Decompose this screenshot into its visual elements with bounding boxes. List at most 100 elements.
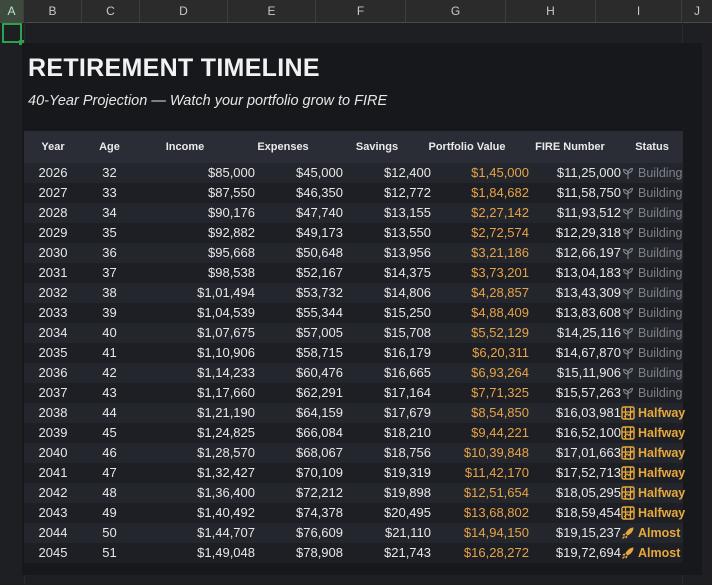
portfolio-value-cell[interactable]: $9,44,221 xyxy=(471,425,529,440)
age-cell[interactable]: 51 xyxy=(102,545,117,560)
age-cell[interactable]: 46 xyxy=(102,445,117,460)
year-cell[interactable]: 2028 xyxy=(38,205,68,220)
year-cell[interactable]: 2035 xyxy=(38,345,68,360)
portfolio-value-cell[interactable]: $7,71,325 xyxy=(471,385,529,400)
fire-number-cell[interactable]: $19,15,237 xyxy=(555,525,621,540)
expenses-cell[interactable]: $58,715 xyxy=(296,345,343,360)
fire-number-cell[interactable]: $11,93,512 xyxy=(556,205,621,220)
expenses-cell[interactable]: $52,167 xyxy=(296,265,343,280)
header-year[interactable]: Year xyxy=(41,141,65,153)
column-header-f[interactable]: F xyxy=(316,0,406,22)
age-cell[interactable]: 45 xyxy=(102,425,117,440)
fire-number-cell[interactable]: $14,67,870 xyxy=(555,345,621,360)
year-cell[interactable]: 2044 xyxy=(38,525,68,540)
column-header-a[interactable]: A xyxy=(0,0,24,22)
table-row[interactable]: 2028 34 $90,176 $47,740 $13,155 $2,27,142 $11,… xyxy=(24,203,683,223)
fire-number-cell[interactable]: $18,59,454 xyxy=(555,505,621,520)
expenses-cell[interactable]: $76,609 xyxy=(296,525,343,540)
age-cell[interactable]: 48 xyxy=(102,485,117,500)
portfolio-value-cell[interactable]: $5,52,129 xyxy=(471,325,529,340)
year-cell[interactable]: 2031 xyxy=(38,265,68,280)
portfolio-value-cell[interactable]: $4,28,857 xyxy=(471,285,529,300)
fire-number-cell[interactable]: $13,43,309 xyxy=(555,285,621,300)
year-cell[interactable]: 2027 xyxy=(38,185,68,200)
portfolio-value-cell[interactable]: $13,68,802 xyxy=(463,505,529,520)
savings-cell[interactable]: $15,250 xyxy=(384,305,431,320)
status-cell[interactable]: Building xyxy=(621,223,683,243)
portfolio-value-cell[interactable]: $6,20,311 xyxy=(472,345,529,360)
expenses-cell[interactable]: $57,005 xyxy=(296,325,343,340)
age-cell[interactable]: 47 xyxy=(102,465,117,480)
status-cell[interactable]: Building xyxy=(621,343,683,363)
portfolio-value-cell[interactable]: $10,39,848 xyxy=(463,445,529,460)
table-row[interactable]: 2038 44 $1,21,190 $64,159 $17,679 $8,54,850 $1… xyxy=(24,403,685,423)
year-cell[interactable]: 2043 xyxy=(38,505,68,520)
portfolio-value-cell[interactable]: $12,51,654 xyxy=(463,485,529,500)
savings-cell[interactable]: $14,375 xyxy=(384,265,431,280)
fire-number-cell[interactable]: $12,66,197 xyxy=(555,245,621,260)
portfolio-value-cell[interactable]: $3,73,201 xyxy=(471,265,529,280)
status-cell[interactable]: Building xyxy=(621,243,683,263)
portfolio-value-cell[interactable]: $14,94,150 xyxy=(463,525,529,540)
income-cell[interactable]: $1,10,906 xyxy=(197,345,255,360)
savings-cell[interactable]: $16,665 xyxy=(384,365,431,380)
income-cell[interactable]: $85,000 xyxy=(208,165,255,180)
year-cell[interactable]: 2038 xyxy=(38,405,68,420)
age-cell[interactable]: 32 xyxy=(102,165,117,180)
age-cell[interactable]: 37 xyxy=(102,265,117,280)
table-row[interactable]: 2039 45 $1,24,825 $66,084 $18,210 $9,44,221 $1… xyxy=(24,423,685,443)
header-portfolio-value[interactable]: Portfolio Value xyxy=(428,141,506,153)
year-cell[interactable]: 2042 xyxy=(38,485,68,500)
income-cell[interactable]: $1,14,233 xyxy=(197,365,255,380)
portfolio-value-cell[interactable]: $1,45,000 xyxy=(471,165,529,180)
status-cell[interactable]: Halfway xyxy=(621,503,685,523)
income-cell[interactable]: $95,668 xyxy=(208,245,255,260)
fire-number-cell[interactable]: $17,52,713 xyxy=(555,465,621,480)
income-cell[interactable]: $92,882 xyxy=(208,225,255,240)
portfolio-value-cell[interactable]: $8,54,850 xyxy=(471,405,529,420)
status-cell[interactable]: Building xyxy=(621,163,683,183)
age-cell[interactable]: 40 xyxy=(102,325,117,340)
status-cell[interactable]: Building xyxy=(621,263,683,283)
fire-number-cell[interactable]: $15,57,263 xyxy=(555,385,621,400)
income-cell[interactable]: $1,17,660 xyxy=(197,385,255,400)
age-cell[interactable]: 43 xyxy=(102,385,117,400)
fire-number-cell[interactable]: $16,52,100 xyxy=(555,425,621,440)
income-cell[interactable]: $1,32,427 xyxy=(197,465,255,480)
savings-cell[interactable]: $18,210 xyxy=(384,425,431,440)
portfolio-value-cell[interactable]: $16,28,272 xyxy=(463,545,529,560)
portfolio-value-cell[interactable]: $3,21,186 xyxy=(471,245,529,260)
column-header-j[interactable]: J xyxy=(694,4,700,18)
income-cell[interactable]: $1,44,707 xyxy=(197,525,255,540)
status-cell[interactable]: Halfway xyxy=(621,483,685,503)
status-cell[interactable]: Halfway xyxy=(621,463,685,483)
table-row[interactable]: 2044 50 $1,44,707 $76,609 $21,110 $14,94,150 $… xyxy=(24,523,683,543)
year-cell[interactable]: 2026 xyxy=(38,165,68,180)
fire-number-cell[interactable]: $13,83,608 xyxy=(555,305,621,320)
year-cell[interactable]: 2029 xyxy=(38,225,68,240)
table-row[interactable]: 2031 37 $98,538 $52,167 $14,375 $3,73,201 $13,… xyxy=(24,263,683,283)
age-cell[interactable]: 38 xyxy=(102,285,117,300)
savings-cell[interactable]: $15,708 xyxy=(384,325,431,340)
column-header-h[interactable]: H xyxy=(506,0,596,22)
savings-cell[interactable]: $19,319 xyxy=(384,465,431,480)
fire-number-cell[interactable]: $12,29,318 xyxy=(555,225,621,240)
expenses-cell[interactable]: $70,109 xyxy=(296,465,343,480)
header-age[interactable]: Age xyxy=(99,141,120,153)
year-cell[interactable]: 2041 xyxy=(38,465,68,480)
savings-cell[interactable]: $17,679 xyxy=(384,405,431,420)
header-fire-number[interactable]: FIRE Number xyxy=(535,141,605,153)
status-cell[interactable]: Building xyxy=(621,303,683,323)
status-cell[interactable]: Halfway xyxy=(621,403,685,423)
year-cell[interactable]: 2037 xyxy=(38,385,68,400)
expenses-cell[interactable]: $72,212 xyxy=(296,485,343,500)
fire-number-cell[interactable]: $14,25,116 xyxy=(556,325,621,340)
table-row[interactable]: 2040 46 $1,28,570 $68,067 $18,756 $10,39,848 $… xyxy=(24,443,685,463)
fire-number-cell[interactable]: $17,01,663 xyxy=(555,445,621,460)
age-cell[interactable]: 34 xyxy=(102,205,117,220)
expenses-cell[interactable]: $47,740 xyxy=(296,205,343,220)
portfolio-value-cell[interactable]: $11,42,170 xyxy=(464,465,529,480)
column-header-e[interactable]: E xyxy=(228,0,316,22)
fire-number-cell[interactable]: $19,72,694 xyxy=(555,545,621,560)
table-row[interactable]: 2036 42 $1,14,233 $60,476 $16,665 $6,93,264 $1… xyxy=(24,363,683,383)
